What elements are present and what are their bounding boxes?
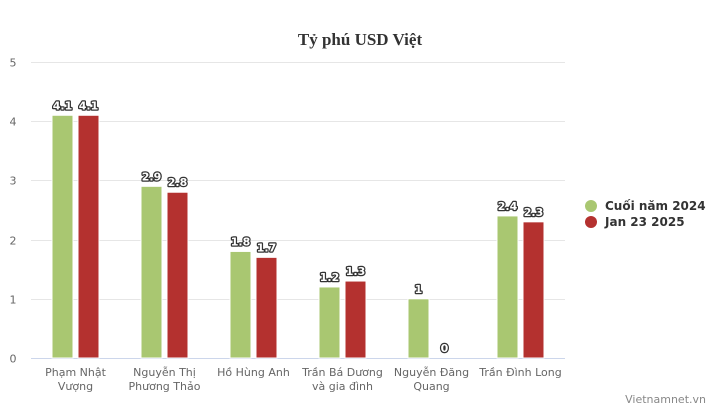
data-label: 4.1 [79, 99, 99, 112]
grid-lines [31, 62, 565, 359]
bar[interactable] [496, 215, 519, 359]
x-tick-label: Phạm Nhật [45, 366, 106, 379]
y-tick-label: 1 [10, 294, 17, 307]
data-label: 2.3 [524, 206, 544, 219]
x-tick-label: Hồ Hùng Anh [217, 366, 290, 379]
legend-dot-icon [585, 200, 597, 212]
data-label: 2.4 [498, 200, 518, 213]
legend-item-series-2[interactable]: Jan 23 2025 [585, 214, 706, 230]
data-label: 1.7 [257, 241, 277, 254]
bar[interactable] [318, 286, 341, 359]
bar[interactable] [344, 280, 367, 359]
x-tick-label: Vượng [58, 380, 93, 393]
bar[interactable] [166, 191, 189, 359]
legend-label: Cuối năm 2024 [605, 199, 706, 213]
data-label: 0 [441, 342, 449, 355]
bar[interactable] [77, 114, 100, 359]
watermark: Vietnamnet.vn [625, 393, 706, 406]
y-tick-label: 5 [10, 57, 17, 70]
x-tick-label: Nguyễn Đăng [394, 366, 469, 379]
data-labels: 4.1 4.1 2.9 2.8 1.8 1.7 1.2 1.3 1 0 2.4 2.3 [52, 98, 545, 356]
data-label: 2.9 [142, 170, 162, 183]
bars [51, 114, 545, 359]
y-tick-label: 3 [10, 175, 17, 188]
bar[interactable] [522, 221, 545, 359]
bar[interactable] [255, 256, 278, 359]
x-tick-label: và gia đình [312, 380, 373, 393]
legend-dot-icon [585, 216, 597, 228]
bar[interactable] [229, 250, 252, 359]
y-tick-label: 4 [10, 116, 17, 129]
data-label: 1.3 [346, 265, 366, 278]
legend: Cuối năm 2024 Jan 23 2025 [585, 198, 706, 230]
data-label: 1 [415, 283, 423, 296]
bar[interactable] [407, 298, 430, 359]
x-tick-label: Trần Bá Dương [301, 366, 383, 379]
data-label: 2.8 [168, 176, 188, 189]
x-tick-label: Phương Thảo [129, 380, 201, 393]
data-label: 1.2 [320, 271, 340, 284]
x-tick-label: Nguyễn Thị [133, 366, 196, 379]
y-axis-ticks: 0 1 2 3 4 5 [10, 57, 17, 366]
legend-item-series-1[interactable]: Cuối năm 2024 [585, 198, 706, 214]
y-tick-label: 2 [10, 235, 17, 248]
data-label: 1.8 [231, 235, 251, 248]
chart-title: Tỷ phú USD Việt [297, 30, 423, 49]
data-label: 4.1 [53, 99, 73, 112]
bar[interactable] [140, 185, 163, 359]
y-tick-label: 0 [10, 353, 17, 366]
x-tick-label: Quang [413, 380, 449, 393]
legend-label: Jan 23 2025 [605, 215, 685, 229]
bar[interactable] [51, 114, 74, 359]
x-tick-label: Trần Đình Long [478, 366, 561, 379]
